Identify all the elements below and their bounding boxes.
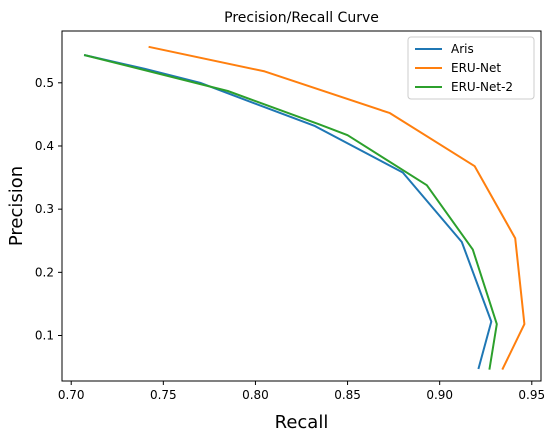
y-tick-label: 0.4 xyxy=(35,139,54,153)
y-tick-label: 0.1 xyxy=(35,329,54,343)
x-axis-title: Recall xyxy=(275,412,329,433)
y-tick-label: 0.3 xyxy=(35,202,54,216)
y-axis-title: Precision xyxy=(6,166,27,246)
x-tick-label: 0.85 xyxy=(334,388,361,402)
legend-label-eru-net-2: ERU-Net-2 xyxy=(451,80,513,94)
plot-frame xyxy=(61,30,542,382)
series-lines xyxy=(83,45,526,371)
legend-label-eru-net: ERU-Net xyxy=(451,61,501,75)
series-line-aris xyxy=(83,54,493,370)
y-axis: 0.1 0.2 0.3 0.4 0.5 xyxy=(35,76,62,343)
x-axis: 0.70 0.75 0.80 0.85 0.90 0.95 xyxy=(58,381,545,402)
series-line-eru-net xyxy=(148,45,526,371)
x-tick-label: 0.95 xyxy=(518,388,545,402)
y-tick-label: 0.5 xyxy=(35,76,54,90)
y-tick-label: 0.2 xyxy=(35,265,54,279)
chart-title: Precision/Recall Curve xyxy=(224,10,379,26)
x-tick-label: 0.75 xyxy=(150,388,177,402)
x-tick-label: 0.90 xyxy=(426,388,453,402)
x-tick-label: 0.80 xyxy=(242,388,269,402)
legend-label-aris: Aris xyxy=(451,42,474,56)
x-tick-label: 0.70 xyxy=(58,388,85,402)
legend-box xyxy=(407,36,535,100)
series-line-eru-net-2 xyxy=(83,54,498,370)
legend: Aris ERU-Net ERU-Net-2 xyxy=(407,36,535,100)
